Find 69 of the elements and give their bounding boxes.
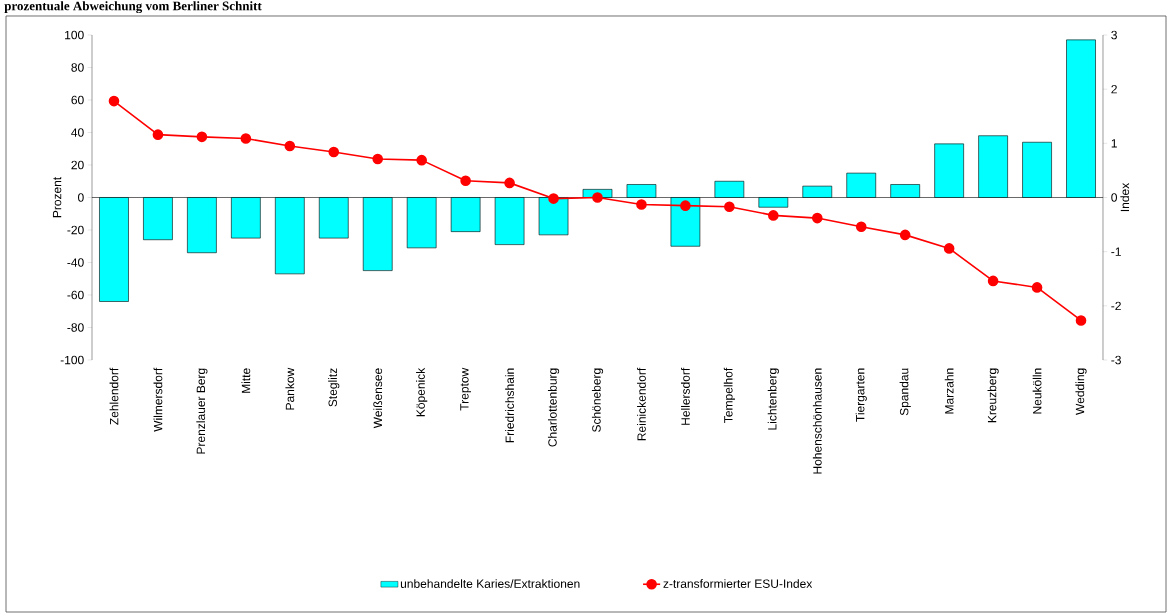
x-tick-label: Reinickendorf [637,367,646,441]
y-tick-label: 80 [71,63,84,72]
y-tick-label: 100 [65,30,84,40]
x-tick-label: Zehlendorf [109,367,119,425]
point [460,175,471,187]
y2-tick-label: 0 [1111,193,1118,202]
x-tick-label: Tiergarten [855,368,867,422]
point [592,192,603,203]
x-tick-label: Kreuzberg [987,368,999,423]
x-tick-label: Mitte [241,368,251,393]
y2-tick-label: -2 [1111,301,1121,311]
x-tick-label: Friedrichshain [505,368,514,443]
x-tick-label: Prenzlauer Berg [196,368,208,454]
point [196,131,208,143]
x-tick-label: Hellersdorf [681,367,690,425]
y-tick-label: -80 [67,323,84,332]
x-tick-label: Neukölln [1032,368,1042,414]
y-tick-label: 0 [78,193,84,202]
point [152,129,164,140]
x-tick-label: Wedding [1075,368,1087,415]
point [1075,315,1087,326]
y2-axis-title: Index [1120,182,1130,212]
x-tick-label: Lichtenberg [767,368,779,430]
point [855,221,867,233]
x-tick-label: Köpenick [416,367,428,417]
x-tick-label: Charlottenburg [547,368,560,447]
y-tick-label: -60 [67,290,84,300]
point [724,201,735,213]
point [548,193,559,204]
legend-label: z-transformierter ESU-Index [663,579,813,588]
legend-label: unbehandelte Karies/Extraktionen [400,579,580,588]
point [899,229,911,241]
point [328,146,340,158]
y-tick-label: 60 [71,95,84,105]
y2-tick-label: -1 [1111,247,1121,256]
x-tick-label: Marzahn [944,368,954,414]
point [1031,282,1043,293]
x-tick-label: Schöneberg [591,368,604,432]
y2-tick-label: 2 [1111,84,1117,94]
point [416,154,427,166]
point [108,95,120,107]
point [811,212,823,224]
x-tick-label: Weißensee [373,368,383,429]
x-tick-label: Treptow [460,367,472,411]
y-tick-label: 20 [71,160,84,170]
y2-tick-label: 1 [1111,139,1117,148]
point [284,140,296,152]
x-tick-label: Steglitz [328,368,340,407]
y-tick-label: 40 [71,128,84,137]
chart-title: prozentuale Abweichung vom Berliner Schnitt [4,1,262,14]
y-tick-label: -40 [67,258,84,267]
x-tick-label: Spandau [899,368,911,416]
x-tick-label: Hohenschönhausen [812,368,822,474]
y2-tick-label: 3 [1111,30,1117,40]
point [504,177,515,189]
x-tick-label: Pankow [285,367,295,410]
y-axis-title: Prozent [52,176,62,218]
x-tick-label: Wilmersdorf [153,367,163,432]
y-tick-label: -100 [60,355,84,365]
point [680,200,691,211]
x-tick-label: Tempelhof [723,367,735,423]
point [768,210,779,221]
point [987,275,999,287]
point [372,153,384,165]
point [636,199,647,210]
point [943,243,955,254]
y2-tick-label: -3 [1111,355,1121,365]
point [240,133,252,144]
y-tick-label: -20 [67,225,84,235]
